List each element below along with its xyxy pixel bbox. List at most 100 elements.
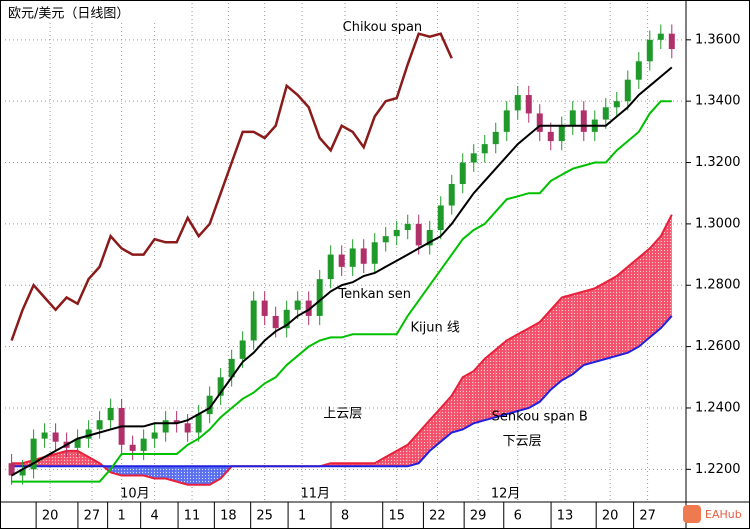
cloud-segment	[649, 236, 661, 338]
y-tick-label: 1.2400	[695, 400, 741, 415]
candle-body	[195, 414, 202, 433]
x-tick-label: 25	[256, 509, 273, 524]
cloud-segment	[55, 450, 67, 467]
candle-body	[272, 315, 279, 329]
candle-body	[668, 33, 675, 50]
line-senkou-a	[11, 214, 673, 486]
cloud-segment	[506, 334, 518, 415]
candle-body	[206, 395, 213, 415]
candle-body	[41, 432, 48, 439]
watermark: EAHub	[705, 508, 742, 521]
y-tick-label: 1.2200	[695, 462, 741, 477]
candle-body	[547, 131, 554, 142]
candle-body	[151, 432, 158, 439]
x-tick-label: 27	[84, 509, 101, 524]
x-tick-label: 8	[341, 509, 349, 524]
x-tick-label: 15	[388, 509, 405, 524]
candle-body	[371, 242, 378, 264]
candle-body	[261, 300, 268, 316]
cloud-segment	[638, 248, 650, 347]
y-tick-label: 1.2800	[695, 278, 741, 293]
cloud-segment	[528, 322, 540, 408]
cloud-segment	[561, 294, 573, 381]
candle-body	[239, 340, 246, 359]
candle-body	[613, 101, 620, 108]
annotation: Tenkan sen	[337, 287, 411, 302]
line-tenkan	[11, 66, 673, 477]
x-tick-label: 29	[470, 509, 487, 524]
y-tick-label: 1.3000	[695, 216, 741, 231]
cloud-segment	[616, 266, 628, 356]
candle-body	[470, 153, 477, 163]
cloud-segment	[440, 395, 452, 442]
candle-body	[646, 39, 653, 62]
x-tick-label: 20	[602, 509, 619, 524]
candle-body	[382, 236, 389, 243]
cloud-segment	[66, 450, 78, 467]
cloud-segment	[132, 466, 144, 476]
candle-body	[19, 469, 26, 476]
candle-body	[657, 33, 664, 40]
cloud-segment	[605, 276, 617, 359]
cloud-segment	[209, 466, 221, 485]
cloud-segment	[539, 309, 551, 402]
candle-body	[85, 429, 92, 439]
logo	[683, 505, 701, 523]
title-bg	[4, 3, 162, 23]
month-label: 12月	[491, 487, 521, 502]
candle-body	[536, 113, 543, 132]
x-tick-label: 6	[514, 509, 522, 524]
candle-body	[404, 223, 411, 231]
cloud-segment	[627, 257, 639, 353]
candle-body	[580, 110, 587, 132]
cloud-segment	[407, 432, 419, 467]
candle-body	[162, 420, 169, 433]
cloud-segment	[429, 407, 441, 451]
annotation: Kijun 线	[411, 321, 460, 336]
candle-body	[173, 420, 180, 424]
annotation: Chikou span	[343, 20, 423, 35]
candle-body	[481, 144, 488, 154]
cloud-segment	[418, 420, 430, 464]
candle-body	[74, 438, 81, 448]
candle-body	[503, 110, 510, 132]
candle-body	[129, 444, 136, 451]
candle-body	[30, 438, 37, 470]
y-tick-label: 1.3200	[695, 155, 741, 170]
candle-body	[52, 432, 59, 442]
cloud-segment	[484, 349, 496, 421]
x-tick-label: 4	[151, 509, 159, 524]
candle-body	[602, 107, 609, 120]
x-tick-label: 11	[184, 509, 201, 524]
candle-body	[360, 248, 367, 264]
candle-body	[525, 95, 532, 114]
candle-body	[569, 110, 576, 126]
cloud-segment	[77, 450, 89, 467]
annotation: 下云层	[503, 434, 542, 449]
candle-body	[217, 377, 224, 396]
candle-body	[305, 300, 312, 316]
cloud-segment	[462, 371, 474, 430]
x-tick-label: 1	[298, 509, 306, 524]
candle-body	[294, 300, 301, 310]
candle-body	[459, 162, 466, 185]
candle-body	[184, 423, 191, 433]
cloud-segment	[198, 466, 210, 485]
candle-body	[283, 309, 290, 329]
cloud-segment	[121, 466, 133, 476]
month-label: 11月	[301, 487, 331, 502]
cloud-segment	[660, 214, 672, 329]
cloud-segment	[473, 358, 485, 424]
y-tick-label: 1.3600	[695, 32, 741, 47]
cloud-segment	[187, 466, 199, 485]
line-chikou	[10, 32, 453, 341]
x-tick-label: 18	[220, 509, 237, 524]
cloud-segment	[550, 297, 562, 390]
candle-body	[140, 438, 147, 451]
candle-body	[635, 61, 642, 80]
annotation: Senkou span B	[492, 410, 588, 425]
candle-body	[492, 131, 499, 145]
y-tick-label: 1.2600	[695, 339, 741, 354]
